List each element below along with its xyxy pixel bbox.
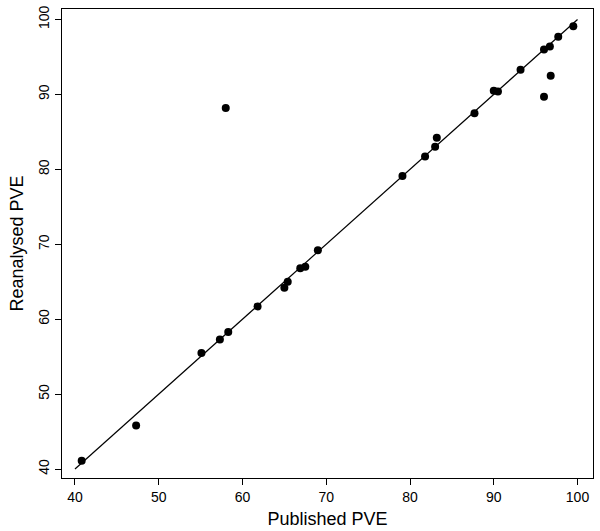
svg-text:50: 50	[36, 384, 52, 400]
svg-text:90: 90	[36, 84, 52, 100]
svg-text:90: 90	[486, 489, 502, 505]
svg-text:60: 60	[235, 489, 251, 505]
svg-text:100: 100	[36, 5, 52, 29]
svg-text:40: 40	[67, 489, 83, 505]
svg-text:50: 50	[151, 489, 167, 505]
svg-text:Published PVE: Published PVE	[267, 509, 387, 529]
svg-text:80: 80	[402, 489, 418, 505]
svg-text:70: 70	[36, 234, 52, 250]
svg-text:60: 60	[36, 309, 52, 325]
svg-text:100: 100	[566, 489, 590, 505]
svg-text:40: 40	[36, 459, 52, 475]
svg-text:80: 80	[36, 159, 52, 175]
svg-text:70: 70	[318, 489, 334, 505]
svg-text:Reanalysed PVE: Reanalysed PVE	[7, 175, 27, 311]
